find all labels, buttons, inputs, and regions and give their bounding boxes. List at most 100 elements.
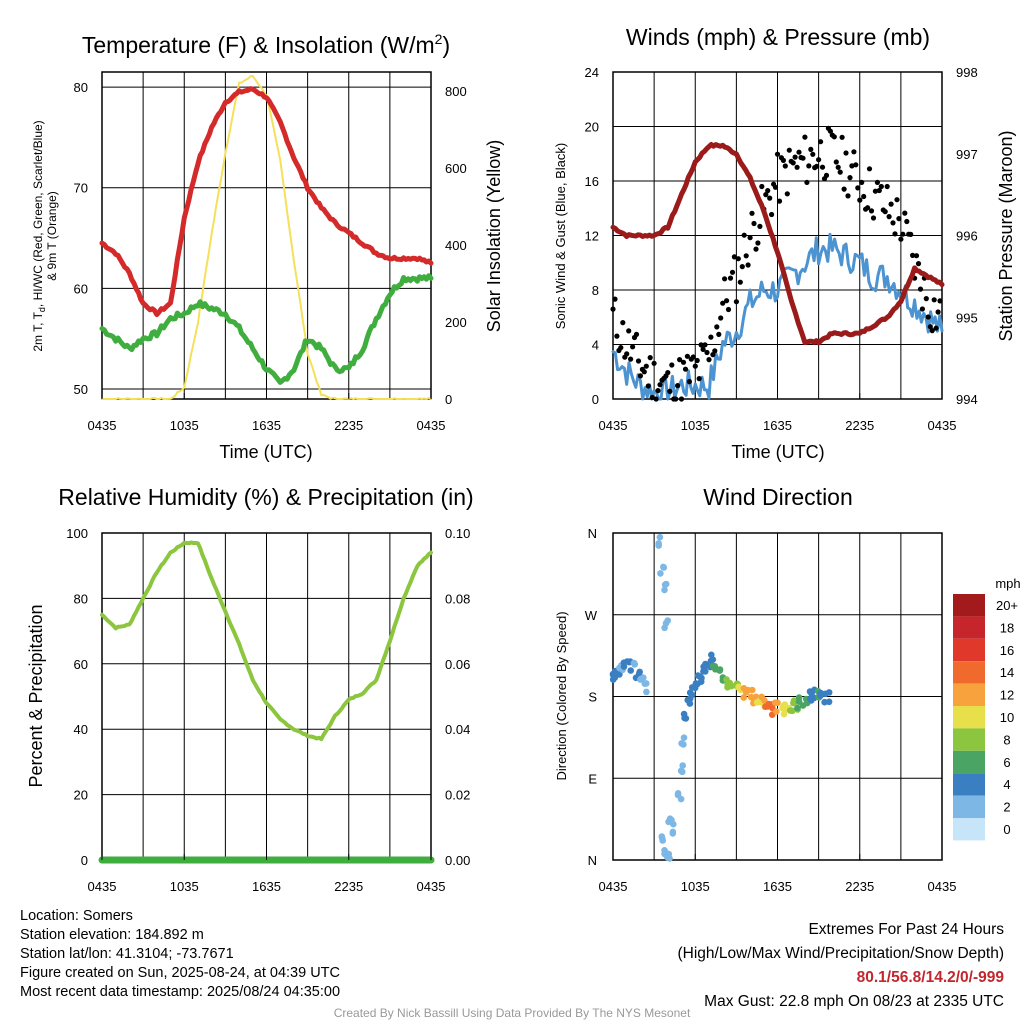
winds-xtick-label-1: 1035 xyxy=(681,418,710,433)
winds-ytick-label-1: 4 xyxy=(592,338,599,353)
temperature-x-axis-label: Time (UTC) xyxy=(219,442,312,462)
gust-point xyxy=(780,157,787,163)
gust-point xyxy=(653,396,659,402)
temp-xtick-label-4: 0435 xyxy=(417,418,446,433)
gust-point xyxy=(882,209,888,215)
gust-point xyxy=(647,355,653,361)
direction-point xyxy=(656,533,664,541)
gust-point xyxy=(718,315,724,321)
gust-point xyxy=(618,345,624,351)
colorbar-label-5: 10 xyxy=(1000,710,1014,725)
gust-point xyxy=(696,376,702,382)
gust-point xyxy=(772,184,779,190)
gust-point xyxy=(678,396,685,402)
winds-gridlines xyxy=(613,72,942,399)
precip-y2tick-label-3: 0.06 xyxy=(445,657,470,672)
winds-xtick-label-2: 1635 xyxy=(763,418,792,433)
direction-point xyxy=(643,688,650,696)
colorbar-label-9: 2 xyxy=(1003,800,1010,815)
gust-point xyxy=(792,154,798,160)
gust-point xyxy=(810,151,816,157)
gust-point xyxy=(755,240,761,246)
gust-point xyxy=(757,223,763,229)
gust-point xyxy=(698,342,704,348)
gust-point xyxy=(876,187,882,194)
speed-colorbar: 20+ 18 16 14 12 10 8 6 4 2 0 xyxy=(953,594,1018,841)
colorbar-label-3: 14 xyxy=(1000,665,1014,680)
colorbar-label-8: 4 xyxy=(1003,777,1010,792)
colorbar-label-1: 18 xyxy=(1000,620,1014,635)
gust-point xyxy=(651,360,657,366)
gust-point xyxy=(808,146,814,152)
gust-point xyxy=(645,383,651,389)
gust-point xyxy=(725,306,732,313)
gust-point xyxy=(900,231,906,237)
extremes-block: Extremes For Past 24 Hours (High/Low/Max… xyxy=(678,918,1005,1014)
insolation-y-axis-label: Solar Insolation (Yellow) xyxy=(484,140,504,332)
gust-point xyxy=(716,331,722,337)
winds-ytick-label-3: 12 xyxy=(585,229,599,244)
colorbar-swatch-0 xyxy=(953,594,985,617)
gust-point xyxy=(731,254,738,260)
direction-point xyxy=(669,828,677,836)
gust-point xyxy=(790,160,796,166)
direction-point xyxy=(774,699,781,707)
temperature-gridlines xyxy=(102,72,431,399)
direction-point xyxy=(761,697,768,704)
humidity-y-axis-label: Percent & Precipitation xyxy=(26,604,46,787)
direction-xtick-label-4: 0435 xyxy=(928,879,957,894)
gust-point xyxy=(620,320,626,326)
direction-point xyxy=(661,586,668,594)
gust-point xyxy=(737,279,743,285)
gust-point xyxy=(927,324,933,330)
gust-point xyxy=(902,210,908,216)
temp-xtick-label-0: 0435 xyxy=(88,418,117,433)
gust-point xyxy=(657,382,663,388)
gust-point xyxy=(743,253,749,259)
gust-point xyxy=(686,379,693,385)
gust-point xyxy=(851,149,857,155)
direction-point xyxy=(657,570,664,577)
winds-xtick-label-0: 0435 xyxy=(599,418,628,433)
gust-point xyxy=(765,188,771,194)
gust-point xyxy=(894,197,900,203)
winds-panel-title: Winds (mph) & Pressure (mb) xyxy=(626,24,930,50)
gust-point xyxy=(915,261,922,267)
gust-point xyxy=(878,183,884,190)
gust-point xyxy=(845,193,851,199)
direction-point xyxy=(688,691,696,699)
humidity-xtick-label-4: 0435 xyxy=(417,879,446,894)
temp-xtick-label-2: 1635 xyxy=(252,418,281,433)
precip-y2tick-label-0: 0.00 xyxy=(445,853,470,868)
gust-point xyxy=(722,276,728,282)
winds-ytick-label-6: 24 xyxy=(585,65,599,80)
direction-panel-title: Wind Direction xyxy=(703,484,853,510)
temp-ytick-label-0: 50 xyxy=(74,382,88,397)
direction-point xyxy=(611,674,619,681)
direction-ytick-label-1: E xyxy=(588,771,597,786)
gust-point xyxy=(759,183,765,190)
gust-point xyxy=(684,353,691,359)
gust-point xyxy=(923,296,929,302)
direction-point xyxy=(716,666,724,673)
gust-point xyxy=(733,299,740,305)
created-text: Figure created on Sun, 2025-08-24, at 04… xyxy=(20,965,340,981)
gust-point xyxy=(708,334,714,340)
gust-point xyxy=(786,147,792,153)
temp-ytick-label-3: 80 xyxy=(74,80,88,95)
gust-point xyxy=(784,191,790,197)
gust-point xyxy=(704,349,710,356)
pressure-y-axis-label: Station Pressure (Maroon) xyxy=(996,130,1016,341)
gust-point xyxy=(919,306,926,312)
winds-ytick-label-4: 16 xyxy=(585,174,599,189)
max-gust-text: Max Gust: 22.8 mph On 08/23 at 2335 UTC xyxy=(704,993,1004,1010)
gust-point xyxy=(814,163,820,169)
gust-point xyxy=(700,346,706,352)
temperature-panel: Temperature (F) & Insolation (W/m2) 0435… xyxy=(31,31,504,462)
colorbar-title: mph xyxy=(995,576,1020,591)
winds-x-ticks: 0435 1035 1635 2235 0435 xyxy=(599,393,956,433)
direction-point xyxy=(668,816,675,824)
gust-point xyxy=(870,215,877,221)
direction-point xyxy=(781,706,789,714)
